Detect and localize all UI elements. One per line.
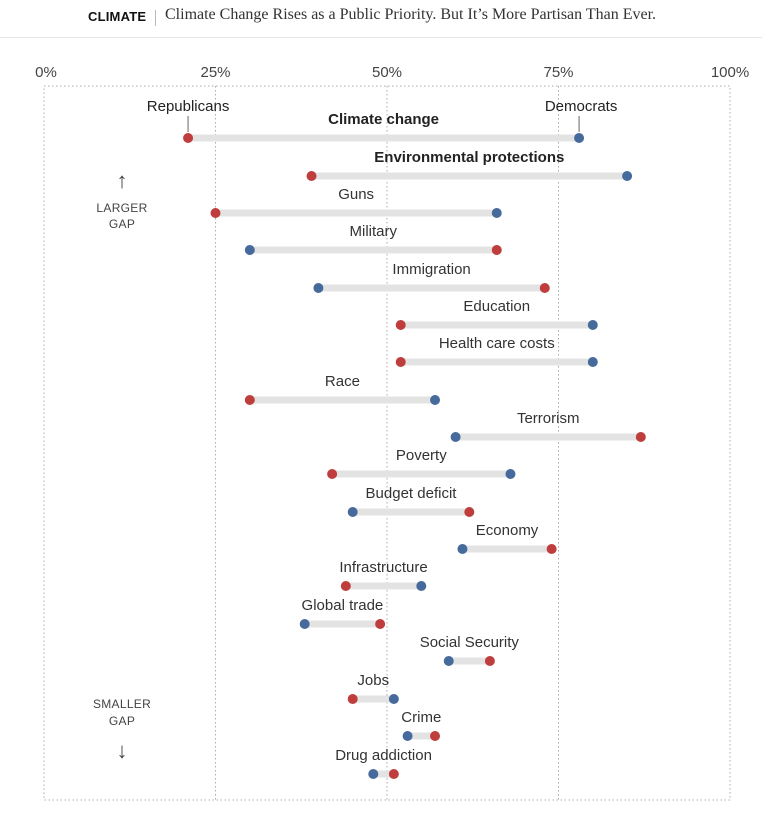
- issue-label: Crime: [401, 709, 441, 726]
- x-tick-label: 25%: [200, 64, 230, 81]
- dumbbell-row: Drug addiction: [335, 747, 432, 779]
- dumbbell-row: Poverty: [327, 447, 516, 479]
- republican-dot: [635, 432, 646, 442]
- republican-dot: [347, 694, 358, 704]
- republican-dot: [388, 769, 399, 779]
- democrat-dot: [491, 208, 502, 218]
- democrat-dot: [368, 769, 379, 779]
- dumbbell-row: Health care costs: [395, 335, 598, 367]
- issue-label: Race: [325, 373, 360, 390]
- issue-label: Poverty: [396, 447, 447, 464]
- header-bar: CLIMATE Climate Change Rises as a Public…: [0, 0, 762, 38]
- democrat-dot: [457, 544, 468, 554]
- democrat-dot: [299, 619, 310, 629]
- issue-label: Social Security: [420, 634, 520, 651]
- section-label[interactable]: CLIMATE: [88, 9, 147, 24]
- democrat-dot: [244, 245, 255, 255]
- democrat-dot: [347, 507, 358, 517]
- republican-dot: [210, 208, 221, 218]
- dumbbell-row: Terrorism: [450, 410, 646, 442]
- issue-label: Jobs: [357, 672, 389, 689]
- issue-label: Education: [463, 298, 530, 315]
- republican-dot: [539, 283, 550, 293]
- democrat-dot: [443, 656, 454, 666]
- issue-label: Drug addiction: [335, 747, 432, 764]
- dumbbell-row: Guns: [210, 186, 502, 218]
- republican-dot: [244, 395, 255, 405]
- democrat-dot: [313, 283, 324, 293]
- democrat-dot: [430, 395, 441, 405]
- democrat-dot: [587, 357, 598, 367]
- republican-dot: [395, 357, 406, 367]
- republican-dot: [327, 469, 338, 479]
- issue-label: Climate change: [328, 111, 439, 128]
- dumbbell-row: Climate change: [183, 111, 585, 143]
- legend-democrats: Democrats: [545, 98, 618, 115]
- democrat-dot: [574, 133, 585, 143]
- dumbbell-row: Military: [244, 223, 502, 255]
- smaller-gap-label: GAP: [109, 714, 135, 728]
- x-tick-label: 75%: [543, 64, 573, 81]
- republican-dot: [546, 544, 557, 554]
- democrat-dot: [416, 581, 427, 591]
- republican-dot: [464, 507, 475, 517]
- legend-republicans: Republicans: [147, 98, 230, 115]
- republican-dot: [375, 619, 386, 629]
- democrat-dot: [587, 320, 598, 330]
- x-tick-label: 50%: [372, 64, 402, 81]
- democrat-dot: [450, 432, 461, 442]
- republican-dot: [484, 656, 495, 666]
- larger-gap-arrow: ↑: [117, 168, 128, 193]
- issue-label: Health care costs: [439, 335, 555, 352]
- dumbbell-row: Education: [395, 298, 598, 330]
- democrat-dot: [402, 731, 413, 741]
- dumbbell-row: Infrastructure: [339, 559, 428, 591]
- issue-label: Budget deficit: [366, 485, 458, 502]
- republican-dot: [395, 320, 406, 330]
- dumbbell-row: Economy: [457, 522, 557, 554]
- dumbbell-row: Global trade: [299, 597, 386, 629]
- democrat-dot: [622, 171, 633, 181]
- republican-dot: [183, 133, 194, 143]
- republican-dot: [491, 245, 502, 255]
- issue-label: Immigration: [392, 261, 470, 278]
- issue-label: Terrorism: [517, 410, 580, 427]
- dumbbell-row: Environmental protections: [306, 149, 633, 181]
- dumbbell-row: Jobs: [347, 672, 399, 704]
- header-separator: [155, 10, 156, 26]
- issue-label: Global trade: [302, 597, 384, 614]
- larger-gap-label: GAP: [109, 217, 135, 231]
- republican-dot: [430, 731, 441, 741]
- issue-label: Economy: [476, 522, 539, 539]
- issue-label: Infrastructure: [339, 559, 427, 576]
- democrat-dot: [505, 469, 516, 479]
- issue-label: Guns: [338, 186, 374, 203]
- dumbbell-row: Social Security: [420, 634, 520, 666]
- dumbbell-row: Race: [244, 373, 441, 405]
- x-tick-label: 100%: [711, 64, 749, 81]
- dumbbell-row: Budget deficit: [347, 485, 475, 517]
- republican-dot: [306, 171, 317, 181]
- issue-label: Military: [350, 223, 398, 240]
- dumbbell-row: Crime: [401, 709, 441, 741]
- issue-label: Environmental protections: [374, 149, 564, 166]
- democrat-dot: [388, 694, 399, 704]
- x-tick-label: 0%: [35, 64, 57, 81]
- smaller-gap-label: SMALLER: [93, 697, 151, 711]
- republican-dot: [340, 581, 351, 591]
- smaller-gap-arrow: ↓: [117, 738, 128, 763]
- larger-gap-label: LARGER: [96, 201, 147, 215]
- headline[interactable]: Climate Change Rises as a Public Priorit…: [165, 6, 657, 23]
- dumbbell-row: Immigration: [313, 261, 550, 293]
